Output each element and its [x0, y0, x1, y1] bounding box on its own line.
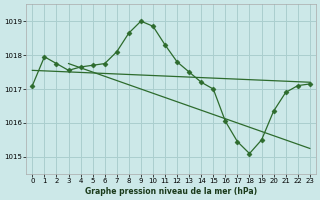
X-axis label: Graphe pression niveau de la mer (hPa): Graphe pression niveau de la mer (hPa)	[85, 187, 257, 196]
